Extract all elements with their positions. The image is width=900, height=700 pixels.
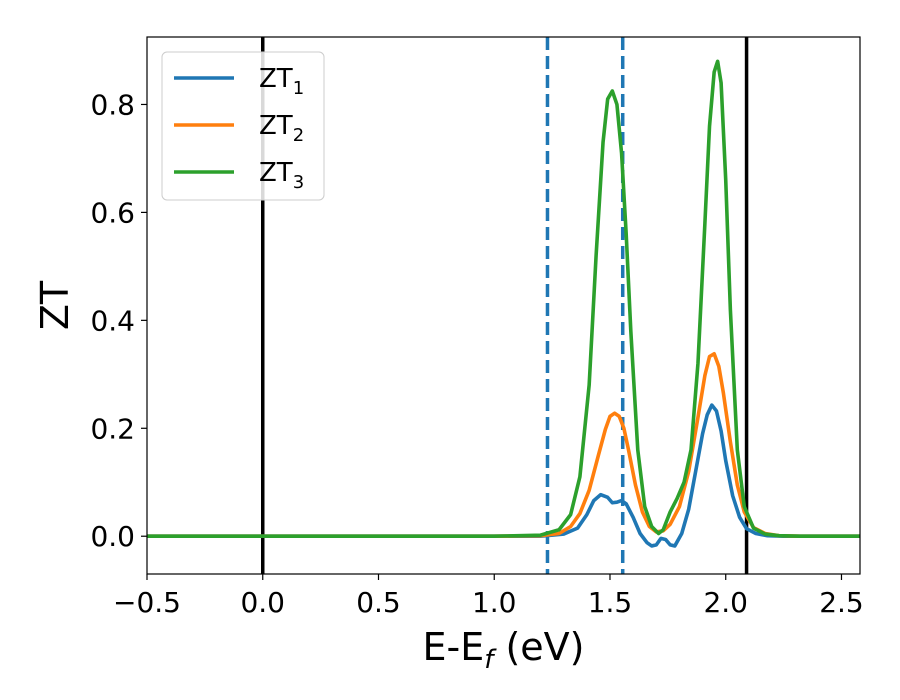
y-tick-label: 0.0 xyxy=(90,520,135,553)
legend-item: ZT2 xyxy=(174,111,304,146)
legend-label: ZT3 xyxy=(259,158,304,193)
plot-area xyxy=(147,37,860,574)
y-axis-label: ZT xyxy=(33,280,77,330)
x-tick-label: 2.5 xyxy=(819,586,864,619)
series-line-zt1 xyxy=(147,403,860,548)
x-tick-label: 0.5 xyxy=(356,586,401,619)
plot-layer xyxy=(147,37,860,574)
legend-box xyxy=(161,51,325,201)
y-tick-label: 0.6 xyxy=(90,196,135,229)
legend: ZT1 ZT2 ZT3 xyxy=(161,51,325,201)
legend-item: ZT1 xyxy=(174,64,304,99)
ticks-layer: −0.5 0.0 0.5 1.0 1.5 2.0 2.5 0.0 0.2 0.4 0.6 0.8 xyxy=(90,88,863,619)
x-tick-label: 0.0 xyxy=(240,586,285,619)
x-tick-label: 2.0 xyxy=(703,586,748,619)
y-tick-label: 0.2 xyxy=(90,412,135,445)
legend-label: ZT1 xyxy=(259,64,304,99)
legend-label: ZT2 xyxy=(259,111,304,146)
series-line-zt3 xyxy=(147,59,860,539)
y-tick-label: 0.4 xyxy=(90,304,135,337)
y-tick-label: 0.8 xyxy=(90,88,135,121)
series-line-zt2 xyxy=(147,352,860,539)
x-tick-label: −0.5 xyxy=(113,586,181,619)
x-tick-label: 1.5 xyxy=(588,586,633,619)
plot-frame xyxy=(146,36,861,575)
legend-item: ZT3 xyxy=(174,158,304,193)
x-tick-label: 1.0 xyxy=(472,586,517,619)
x-axis-label: E-Ef (eV) xyxy=(423,625,585,675)
